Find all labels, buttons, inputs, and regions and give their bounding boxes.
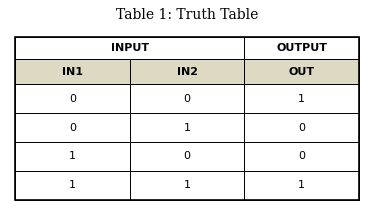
Text: 1: 1: [298, 94, 305, 104]
Bar: [15, 113, 130, 142]
Bar: [130, 171, 244, 200]
Bar: [130, 142, 244, 171]
Text: 1: 1: [184, 180, 190, 190]
Bar: [130, 59, 244, 84]
Bar: [15, 84, 130, 113]
Text: 1: 1: [69, 180, 76, 190]
Text: 1: 1: [184, 123, 190, 133]
Text: 0: 0: [184, 94, 190, 104]
Bar: [244, 37, 359, 59]
Text: 1: 1: [69, 151, 76, 161]
Text: 0: 0: [69, 123, 76, 133]
Bar: [15, 142, 130, 171]
Bar: [15, 171, 130, 200]
Text: 1: 1: [298, 180, 305, 190]
Bar: [244, 84, 359, 113]
Bar: [15, 59, 130, 84]
Text: 0: 0: [184, 151, 190, 161]
Text: 0: 0: [298, 151, 305, 161]
Text: OUTPUT: OUTPUT: [276, 43, 327, 53]
Bar: [130, 113, 244, 142]
Bar: [244, 113, 359, 142]
Bar: [244, 59, 359, 84]
Text: Table 1: Truth Table: Table 1: Truth Table: [116, 8, 258, 22]
Text: IN2: IN2: [177, 67, 197, 77]
Text: 0: 0: [298, 123, 305, 133]
Text: IN1: IN1: [62, 67, 83, 77]
Bar: [130, 84, 244, 113]
Bar: [15, 37, 244, 59]
Text: 0: 0: [69, 94, 76, 104]
Text: OUT: OUT: [289, 67, 315, 77]
Bar: [244, 171, 359, 200]
Bar: [15, 37, 359, 200]
Bar: [244, 142, 359, 171]
Text: INPUT: INPUT: [111, 43, 149, 53]
